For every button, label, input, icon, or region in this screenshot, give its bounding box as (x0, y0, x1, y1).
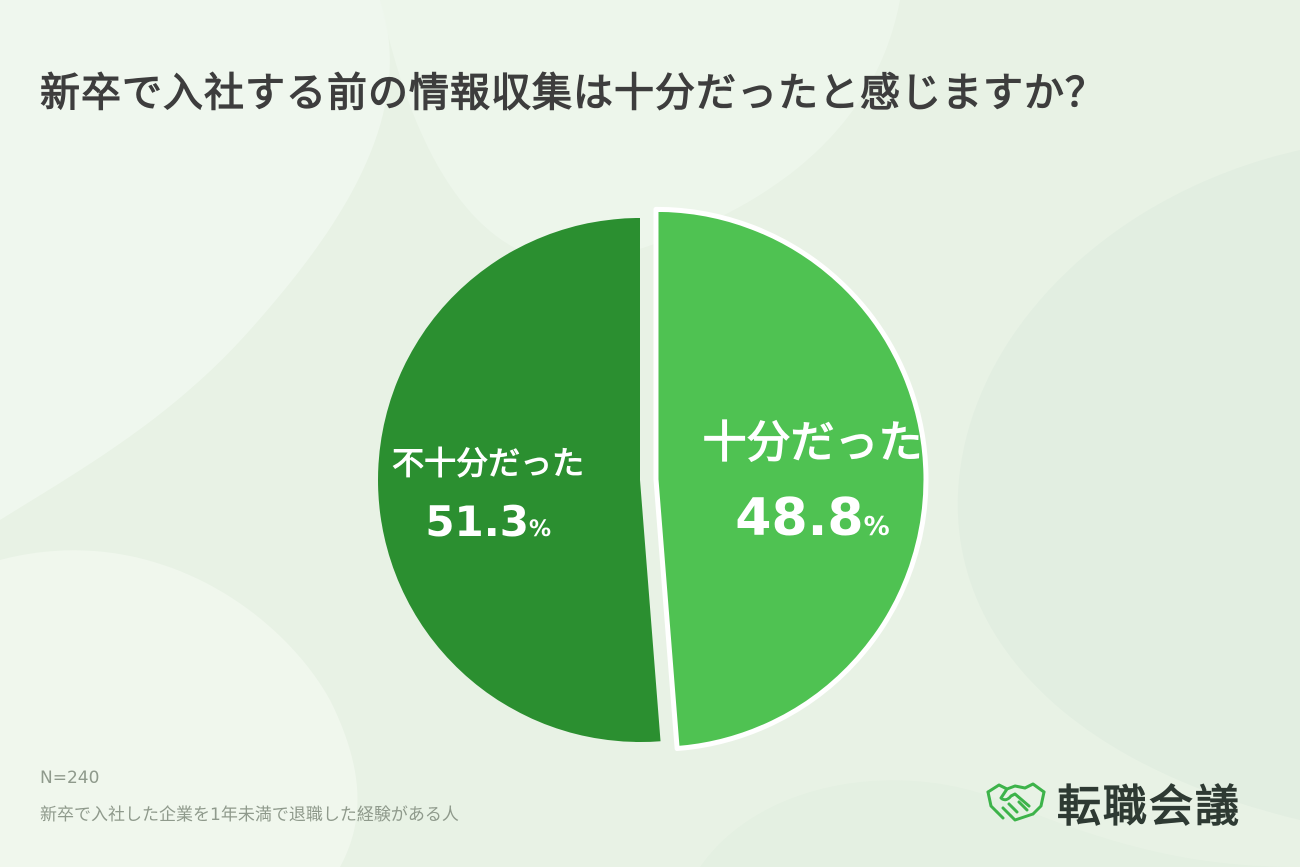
slice-label-1: 十分だった (702, 417, 922, 468)
handshake-icon (986, 782, 1046, 822)
brand-logo: 転職会議 (985, 772, 1241, 832)
slice-value-2: 51.3% (425, 497, 551, 546)
slice-label-2: 不十分だった (392, 444, 584, 482)
chart-title: 新卒で入社する前の情報収集は十分だったと感じますか？ (40, 70, 1106, 116)
sample-size-note: N=240 (40, 768, 100, 788)
respondent-description: 新卒で入社した企業を1年未満で退職した経験がある人 (40, 805, 459, 825)
pie-slice-2 (378, 218, 661, 742)
slice-value-1: 48.8% (735, 488, 889, 548)
pie-slice-1 (653, 206, 929, 752)
brand-name: 転職会議 (1057, 781, 1241, 832)
